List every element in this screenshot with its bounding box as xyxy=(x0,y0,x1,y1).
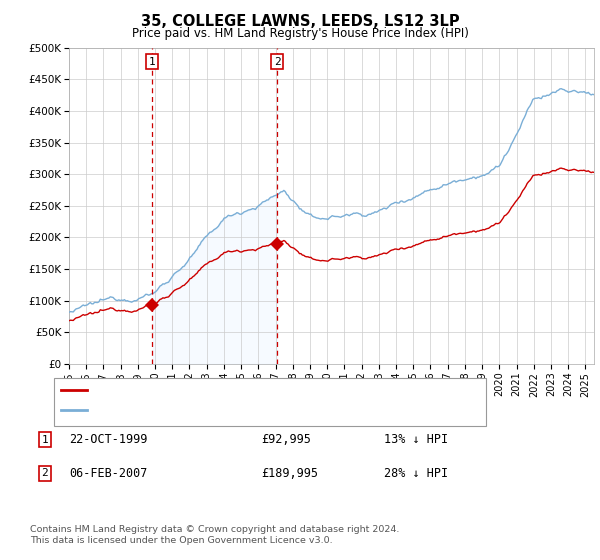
Text: 2: 2 xyxy=(41,468,49,478)
Text: Price paid vs. HM Land Registry's House Price Index (HPI): Price paid vs. HM Land Registry's House … xyxy=(131,27,469,40)
Text: HPI: Average price, detached house, Leeds: HPI: Average price, detached house, Leed… xyxy=(91,405,330,415)
Text: 06-FEB-2007: 06-FEB-2007 xyxy=(69,466,148,480)
Text: Contains HM Land Registry data © Crown copyright and database right 2024.
This d: Contains HM Land Registry data © Crown c… xyxy=(30,525,400,545)
Text: 2: 2 xyxy=(274,57,280,67)
Text: 1: 1 xyxy=(148,57,155,67)
Text: 1: 1 xyxy=(41,435,49,445)
Text: 35, COLLEGE LAWNS, LEEDS, LS12 3LP: 35, COLLEGE LAWNS, LEEDS, LS12 3LP xyxy=(140,14,460,29)
Text: 22-OCT-1999: 22-OCT-1999 xyxy=(69,433,148,446)
Text: £189,995: £189,995 xyxy=(261,466,318,480)
Text: 13% ↓ HPI: 13% ↓ HPI xyxy=(384,433,448,446)
Text: £92,995: £92,995 xyxy=(261,433,311,446)
Text: 35, COLLEGE LAWNS, LEEDS, LS12 3LP (detached house): 35, COLLEGE LAWNS, LEEDS, LS12 3LP (deta… xyxy=(91,385,410,395)
Text: 28% ↓ HPI: 28% ↓ HPI xyxy=(384,466,448,480)
